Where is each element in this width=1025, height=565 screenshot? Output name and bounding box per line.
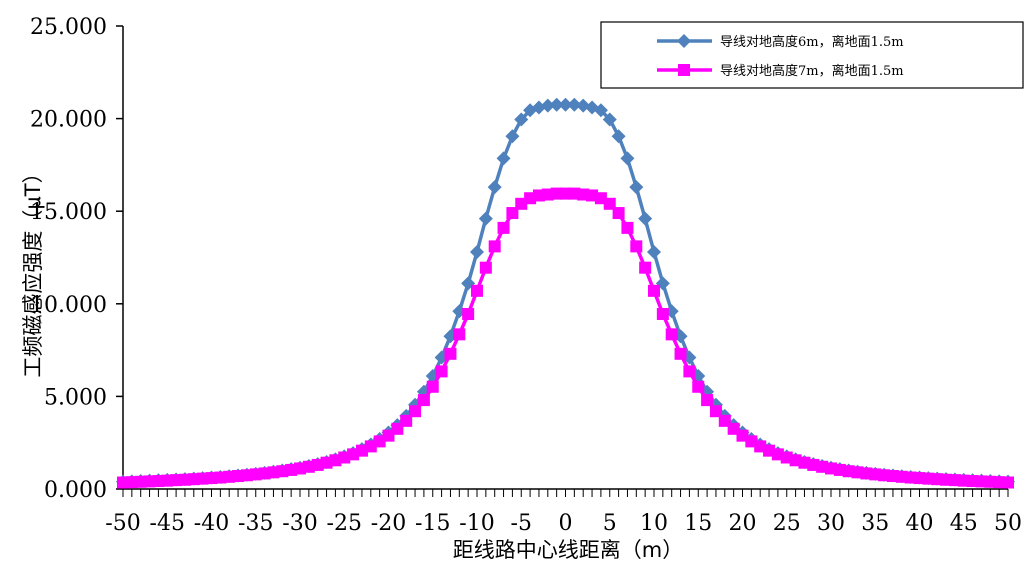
- y-tick-label: 25.000: [30, 15, 107, 40]
- x-tick-label: 50: [994, 511, 1022, 536]
- series-2-line: [123, 194, 1008, 483]
- legend-swatch-marker: [678, 64, 690, 76]
- y-axis-title: 工频磁感应强度（μT）: [21, 162, 45, 377]
- x-tick-label: 45: [950, 511, 978, 536]
- series-2-point: [630, 240, 642, 252]
- series-1-point: [488, 180, 502, 194]
- series-2-point: [444, 348, 456, 360]
- series-2-point: [675, 348, 687, 360]
- x-tick-label: -40: [194, 511, 229, 536]
- x-tick-label: 35: [861, 511, 889, 536]
- series-2-point: [639, 262, 651, 274]
- x-tick-label: -35: [238, 511, 273, 536]
- series-2-point: [621, 222, 633, 234]
- x-tick-label: 30: [817, 511, 845, 536]
- x-tick-label: -30: [282, 511, 317, 536]
- series-2-point: [498, 222, 510, 234]
- x-tick-label: 5: [603, 511, 617, 536]
- series-2-point: [480, 262, 492, 274]
- series-2-point: [657, 308, 669, 320]
- series-2-point: [462, 308, 474, 320]
- x-tick-label: 25: [773, 511, 801, 536]
- series-1-line: [123, 105, 1008, 482]
- y-tick-label: 5.000: [44, 385, 107, 410]
- series-1-point: [505, 129, 519, 143]
- series-2-point: [471, 285, 483, 297]
- x-tick-label: 15: [684, 511, 712, 536]
- y-tick-label: 0.000: [44, 478, 107, 503]
- series-1-point: [638, 212, 652, 226]
- series-2-point: [489, 240, 501, 252]
- legend: 导线对地高度6m，离地面1.5m 导线对地高度7m，离地面1.5m: [601, 22, 1023, 88]
- series-2-point: [427, 381, 439, 393]
- x-tick-label: -25: [327, 511, 362, 536]
- series-2-point: [418, 394, 430, 406]
- y-tick-label: 20.000: [30, 108, 107, 133]
- series-1-point: [612, 129, 626, 143]
- x-tick-label: 40: [906, 511, 934, 536]
- series-2-point: [666, 328, 678, 340]
- series-layer: [116, 98, 1015, 489]
- series-1-point: [479, 212, 493, 226]
- series-1: [116, 98, 1015, 489]
- x-tick-label: 20: [729, 511, 757, 536]
- legend-label: 导线对地高度7m，离地面1.5m: [720, 63, 904, 79]
- x-tick-label: -10: [459, 511, 494, 536]
- series-1-point: [470, 245, 484, 259]
- legend-label: 导线对地高度6m，离地面1.5m: [720, 34, 904, 50]
- series-2-point: [436, 365, 448, 377]
- x-tick-label: -50: [105, 511, 140, 536]
- x-tick-label: -15: [415, 511, 450, 536]
- x-tick-label: -45: [150, 511, 185, 536]
- series-1-point: [647, 245, 661, 259]
- series-1-point: [629, 180, 643, 194]
- x-tick-label: -20: [371, 511, 406, 536]
- series-1-point: [497, 151, 511, 165]
- x-axis-title: 距线路中心线距离（m）: [453, 538, 683, 562]
- series-2-point: [1002, 477, 1014, 489]
- series-2-point: [613, 207, 625, 219]
- series-2-point: [648, 285, 660, 297]
- series-1-point: [620, 151, 634, 165]
- series-2-point: [409, 405, 421, 417]
- series-2: [117, 188, 1014, 489]
- series-2-point: [701, 394, 713, 406]
- x-tick-label: 0: [559, 511, 573, 536]
- series-2-point: [453, 328, 465, 340]
- series-2-point: [692, 381, 704, 393]
- x-tick-label: -5: [511, 511, 532, 536]
- x-tick-label: 10: [640, 511, 668, 536]
- series-2-point: [683, 365, 695, 377]
